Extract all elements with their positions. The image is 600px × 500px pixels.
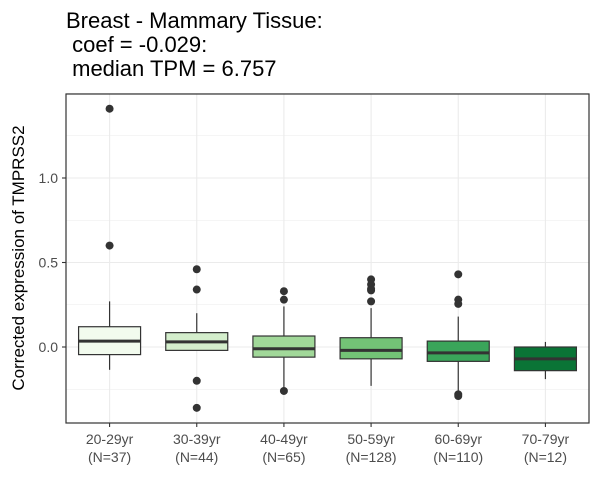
- x-tick-n-label: (N=44): [175, 449, 218, 465]
- box: [339, 337, 403, 360]
- x-axis: 20-29yr (N=37) 30-39yr (N=44) 40-49yr (N=65) 5…: [86, 423, 570, 465]
- panel-border: [65, 93, 590, 424]
- box-group-30-39yr: [165, 265, 229, 412]
- y-axis-title: Corrected expression of TMPRSS2: [9, 125, 28, 390]
- x-tick-label: 50-59yr: [347, 431, 395, 447]
- chart-title-line-2: coef = -0.029:: [66, 32, 208, 57]
- x-tick-label: 30-39yr: [173, 431, 221, 447]
- outlier-point: [454, 299, 463, 308]
- y-axis: 0.0 0.5 1.0: [39, 170, 66, 355]
- box-group-50-59yr: [339, 275, 403, 386]
- outlier-point: [454, 392, 463, 401]
- outlier-point: [367, 286, 376, 295]
- outlier-point: [105, 104, 114, 113]
- box-group-20-29yr: [77, 104, 142, 370]
- box: [426, 340, 490, 362]
- grid-layer: [66, 92, 589, 423]
- chart-title-line-1: Breast - Mammary Tissue:: [66, 8, 323, 33]
- outlier-point: [279, 295, 288, 304]
- x-tick-n-label: (N=65): [262, 449, 305, 465]
- box-group-60-69yr: [426, 270, 490, 401]
- outlier-point: [192, 285, 201, 294]
- x-tick-label: 70-79yr: [522, 431, 570, 447]
- box-group-40-49yr: [252, 287, 316, 395]
- outlier-point: [367, 297, 376, 306]
- outlier-point: [279, 386, 288, 395]
- outlier-point: [279, 287, 288, 296]
- box-layer: [77, 104, 578, 412]
- box: [252, 335, 316, 358]
- x-tick-label: 40-49yr: [260, 431, 308, 447]
- y-tick-label: 1.0: [39, 170, 59, 186]
- x-tick-label: 20-29yr: [86, 431, 134, 447]
- x-tick-label: 60-69yr: [435, 431, 483, 447]
- x-tick-n-label: (N=12): [524, 449, 567, 465]
- chart-title-line-3: median TPM = 6.757: [66, 56, 277, 81]
- x-tick-n-label: (N=110): [433, 449, 483, 465]
- box-group-70-79yr: [513, 341, 578, 380]
- outlier-point: [454, 270, 463, 279]
- x-tick-n-label: (N=37): [88, 449, 131, 465]
- outlier-point: [105, 241, 114, 250]
- y-tick-label: 0.0: [39, 339, 59, 355]
- outlier-point: [192, 403, 201, 412]
- outlier-point: [192, 265, 201, 274]
- y-tick-label: 0.5: [39, 255, 59, 271]
- x-tick-n-label: (N=128): [346, 449, 397, 465]
- outlier-point: [192, 376, 201, 385]
